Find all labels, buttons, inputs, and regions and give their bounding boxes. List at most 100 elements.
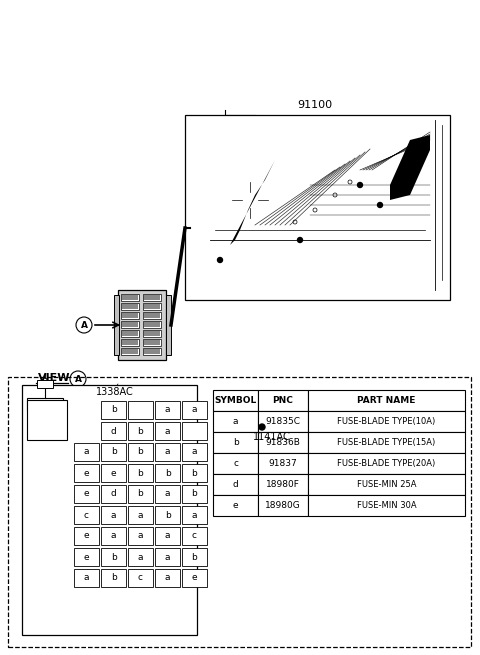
Text: d: d bbox=[110, 489, 116, 498]
Bar bbox=[182, 548, 207, 566]
Text: b: b bbox=[192, 553, 197, 561]
Bar bbox=[121, 303, 139, 310]
Text: e: e bbox=[111, 468, 116, 477]
Text: b: b bbox=[165, 468, 170, 477]
Text: a: a bbox=[192, 405, 197, 415]
Bar bbox=[182, 464, 207, 482]
Bar bbox=[27, 398, 63, 410]
Circle shape bbox=[418, 157, 422, 162]
Text: e: e bbox=[84, 553, 89, 561]
Bar bbox=[101, 485, 126, 503]
Text: a: a bbox=[165, 574, 170, 582]
Text: PNC: PNC bbox=[273, 396, 293, 405]
Bar bbox=[74, 464, 99, 482]
Bar bbox=[182, 569, 207, 587]
Text: FUSE-BLADE TYPE(10A): FUSE-BLADE TYPE(10A) bbox=[337, 417, 436, 426]
Bar bbox=[122, 349, 138, 354]
Text: a: a bbox=[111, 510, 116, 519]
Bar bbox=[122, 304, 138, 309]
Text: e: e bbox=[84, 468, 89, 477]
Text: a: a bbox=[192, 510, 197, 519]
Text: a: a bbox=[138, 553, 143, 561]
Text: 91836B: 91836B bbox=[265, 438, 300, 447]
Text: a: a bbox=[165, 426, 170, 436]
Bar bbox=[308, 474, 465, 495]
Text: a: a bbox=[138, 531, 143, 540]
Bar bbox=[128, 485, 153, 503]
Bar bbox=[101, 401, 126, 419]
Text: a: a bbox=[111, 531, 116, 540]
Text: c: c bbox=[192, 531, 197, 540]
Text: 91835C: 91835C bbox=[265, 417, 300, 426]
Bar bbox=[182, 527, 207, 545]
Bar bbox=[182, 485, 207, 503]
Circle shape bbox=[298, 238, 302, 242]
Text: b: b bbox=[110, 574, 116, 582]
Bar bbox=[308, 432, 465, 453]
Bar bbox=[144, 295, 160, 300]
Bar bbox=[258, 495, 308, 516]
Text: SYMBOL: SYMBOL bbox=[215, 396, 257, 405]
Bar bbox=[308, 390, 465, 411]
Text: A: A bbox=[81, 320, 87, 329]
Text: a: a bbox=[138, 510, 143, 519]
Bar bbox=[143, 294, 161, 301]
Text: a: a bbox=[84, 447, 89, 457]
Text: c: c bbox=[233, 459, 238, 468]
Bar bbox=[258, 432, 308, 453]
Bar bbox=[101, 422, 126, 440]
Bar bbox=[128, 548, 153, 566]
Bar bbox=[258, 411, 308, 432]
Text: c: c bbox=[84, 510, 89, 519]
Circle shape bbox=[358, 183, 362, 187]
Bar bbox=[155, 527, 180, 545]
Bar bbox=[101, 548, 126, 566]
Text: b: b bbox=[138, 426, 144, 436]
Bar bbox=[74, 443, 99, 461]
Bar bbox=[121, 339, 139, 346]
Bar bbox=[122, 340, 138, 345]
Text: d: d bbox=[110, 426, 116, 436]
Polygon shape bbox=[390, 135, 430, 200]
Circle shape bbox=[259, 424, 265, 430]
Bar bbox=[143, 312, 161, 319]
Text: 18980F: 18980F bbox=[266, 480, 300, 489]
Bar bbox=[122, 331, 138, 336]
Bar bbox=[258, 390, 308, 411]
Text: b: b bbox=[110, 405, 116, 415]
Bar bbox=[74, 527, 99, 545]
Bar bbox=[8, 377, 471, 647]
Text: e: e bbox=[192, 574, 197, 582]
Circle shape bbox=[377, 202, 383, 208]
Text: b: b bbox=[138, 447, 144, 457]
Bar bbox=[121, 330, 139, 337]
Text: c: c bbox=[138, 574, 143, 582]
Bar bbox=[182, 443, 207, 461]
Bar bbox=[182, 422, 207, 440]
Bar bbox=[143, 348, 161, 355]
Text: 91837: 91837 bbox=[269, 459, 298, 468]
Bar bbox=[155, 443, 180, 461]
Text: FUSE-BLADE TYPE(20A): FUSE-BLADE TYPE(20A) bbox=[337, 459, 436, 468]
Bar bbox=[144, 349, 160, 354]
Bar bbox=[128, 422, 153, 440]
Text: b: b bbox=[138, 489, 144, 498]
Bar bbox=[121, 312, 139, 319]
Bar bbox=[74, 485, 99, 503]
Bar bbox=[27, 400, 67, 440]
Text: VIEW: VIEW bbox=[38, 373, 71, 383]
Bar bbox=[22, 385, 197, 635]
Bar bbox=[101, 464, 126, 482]
Text: 1141AC: 1141AC bbox=[253, 432, 291, 442]
Text: e: e bbox=[84, 531, 89, 540]
Text: b: b bbox=[165, 510, 170, 519]
Bar bbox=[128, 506, 153, 524]
Bar bbox=[74, 548, 99, 566]
Text: a: a bbox=[84, 574, 89, 582]
Circle shape bbox=[217, 257, 223, 263]
Text: d: d bbox=[233, 480, 239, 489]
Bar bbox=[182, 506, 207, 524]
Text: b: b bbox=[192, 489, 197, 498]
Text: 1338AC: 1338AC bbox=[96, 387, 134, 397]
Text: b: b bbox=[110, 553, 116, 561]
